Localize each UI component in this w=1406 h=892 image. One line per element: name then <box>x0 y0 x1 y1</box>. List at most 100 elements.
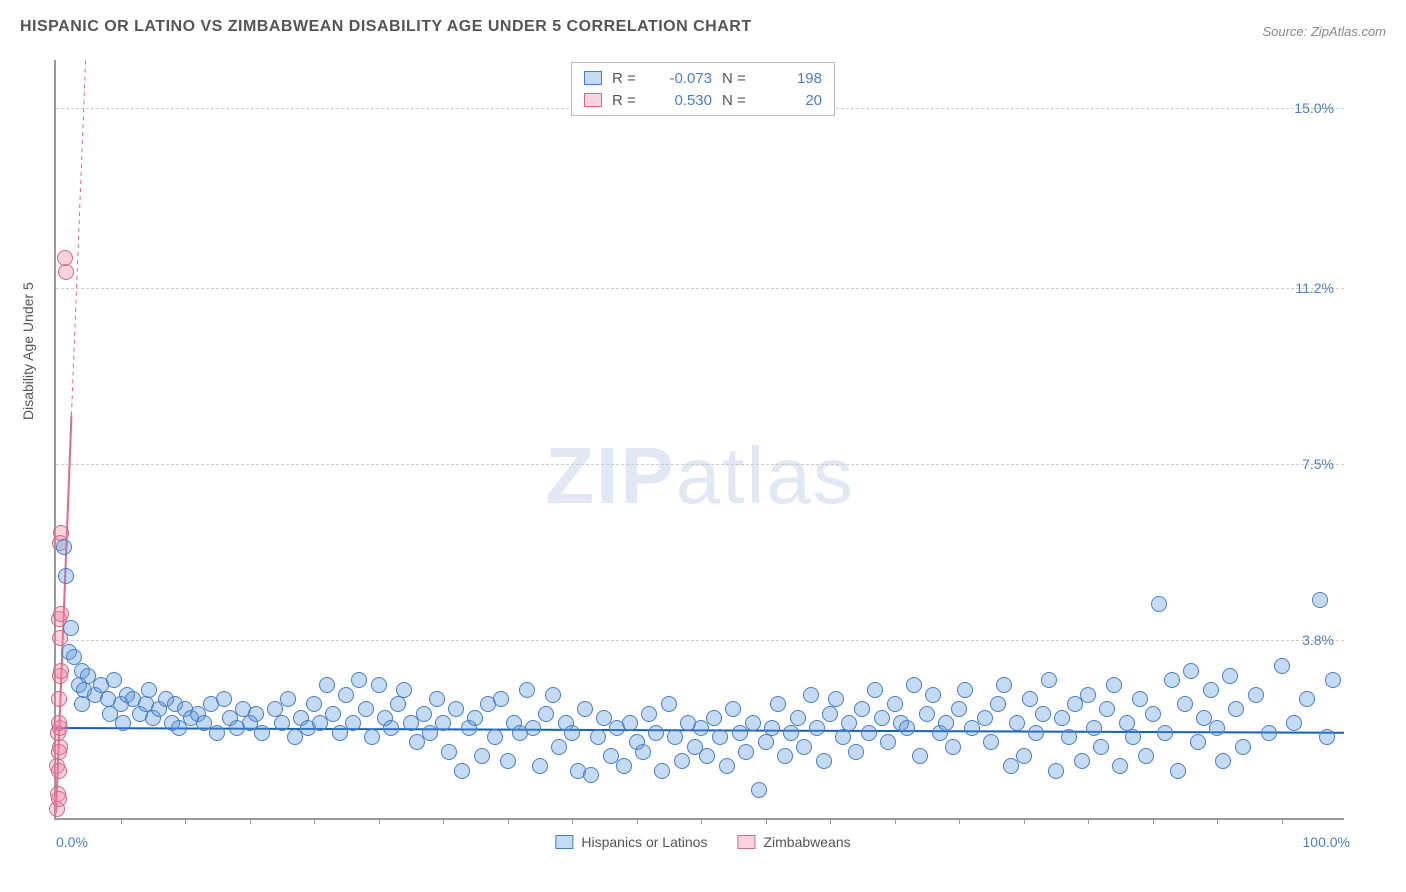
legend-item-blue: Hispanics or Latinos <box>555 834 707 850</box>
point-blue <box>635 744 651 760</box>
point-blue <box>216 691 232 707</box>
point-blue <box>945 739 961 755</box>
point-blue <box>822 706 838 722</box>
r-value-pink: 0.530 <box>652 92 712 109</box>
chart-source: Source: ZipAtlas.com <box>1262 24 1386 39</box>
swatch-pink-icon <box>584 93 602 107</box>
x-tick <box>1024 818 1025 824</box>
point-blue <box>1203 682 1219 698</box>
point-blue <box>867 682 883 698</box>
swatch-blue-icon <box>584 71 602 85</box>
point-blue <box>874 710 890 726</box>
point-blue <box>209 725 225 741</box>
point-blue <box>1106 677 1122 693</box>
point-blue <box>1074 753 1090 769</box>
point-blue <box>396 682 412 698</box>
point-blue <box>641 706 657 722</box>
point-blue <box>538 706 554 722</box>
point-blue <box>1048 763 1064 779</box>
point-blue <box>487 729 503 745</box>
point-blue <box>1209 720 1225 736</box>
point-blue <box>1016 748 1032 764</box>
point-blue <box>519 682 535 698</box>
x-max-label: 100.0% <box>1303 834 1350 850</box>
point-blue <box>983 734 999 750</box>
watermark: ZIPatlas <box>545 430 854 522</box>
point-blue <box>358 701 374 717</box>
point-blue <box>841 715 857 731</box>
point-blue <box>861 725 877 741</box>
n-label: N = <box>722 70 752 87</box>
point-blue <box>1028 725 1044 741</box>
point-pink <box>57 250 73 266</box>
point-blue <box>448 701 464 717</box>
point-blue <box>957 682 973 698</box>
point-pink <box>51 791 67 807</box>
point-pink <box>51 763 67 779</box>
point-blue <box>325 706 341 722</box>
point-blue <box>887 696 903 712</box>
r-value-blue: -0.073 <box>652 70 712 87</box>
legend-item-pink: Zimbabweans <box>737 834 850 850</box>
point-blue <box>474 748 490 764</box>
stats-legend: R = -0.073 N = 198 R = 0.530 N = 20 <box>571 62 835 116</box>
point-blue <box>1235 739 1251 755</box>
point-blue <box>583 767 599 783</box>
r-label: R = <box>612 70 642 87</box>
point-blue <box>1286 715 1302 731</box>
point-blue <box>1170 763 1186 779</box>
point-blue <box>590 729 606 745</box>
x-tick <box>637 818 638 824</box>
point-blue <box>758 734 774 750</box>
point-blue <box>351 672 367 688</box>
point-blue <box>828 691 844 707</box>
point-pink <box>58 264 74 280</box>
point-blue <box>803 687 819 703</box>
point-blue <box>1228 701 1244 717</box>
point-blue <box>816 753 832 769</box>
r-label: R = <box>612 92 642 109</box>
point-blue <box>796 739 812 755</box>
point-blue <box>790 710 806 726</box>
point-blue <box>274 715 290 731</box>
point-blue <box>532 758 548 774</box>
point-blue <box>777 748 793 764</box>
gridline <box>56 288 1344 289</box>
stats-row-blue: R = -0.073 N = 198 <box>584 67 822 89</box>
legend-label-blue: Hispanics or Latinos <box>581 834 707 850</box>
point-blue <box>1222 668 1238 684</box>
point-blue <box>996 677 1012 693</box>
point-blue <box>564 725 580 741</box>
point-blue <box>674 753 690 769</box>
point-blue <box>622 715 638 731</box>
point-pink <box>53 606 69 622</box>
point-blue <box>1177 696 1193 712</box>
point-blue <box>1093 739 1109 755</box>
point-blue <box>1112 758 1128 774</box>
y-tick-label: 7.5% <box>1302 456 1334 472</box>
point-blue <box>429 691 445 707</box>
point-blue <box>58 568 74 584</box>
point-blue <box>1041 672 1057 688</box>
point-blue <box>115 715 131 731</box>
point-blue <box>1080 687 1096 703</box>
point-blue <box>1312 592 1328 608</box>
point-blue <box>616 758 632 774</box>
point-blue <box>1138 748 1154 764</box>
n-label: N = <box>722 92 752 109</box>
point-blue <box>1086 720 1102 736</box>
gridline <box>56 464 1344 465</box>
point-blue <box>454 763 470 779</box>
point-blue <box>1215 753 1231 769</box>
x-tick <box>443 818 444 824</box>
point-blue <box>280 691 296 707</box>
swatch-blue-icon <box>555 835 573 849</box>
point-blue <box>500 753 516 769</box>
point-blue <box>899 720 915 736</box>
point-blue <box>880 734 896 750</box>
point-blue <box>371 677 387 693</box>
point-blue <box>783 725 799 741</box>
watermark-zip: ZIP <box>545 431 675 520</box>
point-blue <box>919 706 935 722</box>
point-blue <box>338 687 354 703</box>
